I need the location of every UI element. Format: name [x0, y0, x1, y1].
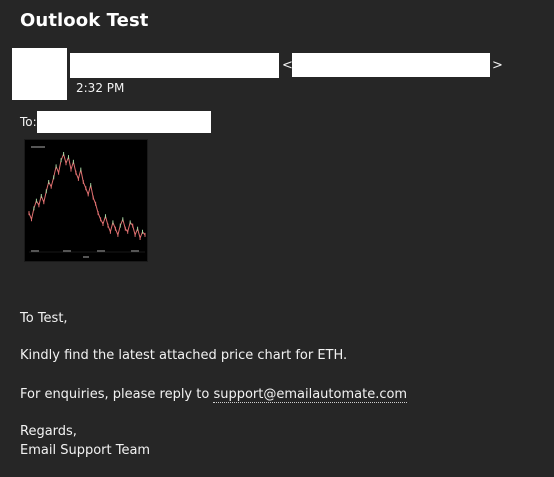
- email-body-line: Kindly find the latest attached price ch…: [20, 348, 348, 363]
- sender-email-open-bracket: <: [282, 58, 293, 73]
- sender-avatar: [12, 48, 67, 100]
- sender-email-close-bracket: >: [492, 58, 503, 73]
- email-subject: Outlook Test: [20, 10, 149, 31]
- price-chart: [28, 146, 146, 258]
- price-line: [28, 152, 146, 240]
- chart-axis-title: [83, 256, 89, 258]
- attached-chart-image[interactable]: [24, 139, 148, 262]
- chart-tick-label: [131, 250, 139, 252]
- sender-name-redacted[interactable]: [70, 53, 279, 78]
- chart-tick-label: [97, 250, 105, 252]
- sent-time: 2:32 PM: [76, 81, 125, 95]
- support-email-link[interactable]: support@emailautomate.com: [213, 387, 408, 403]
- email-signature: Email Support Team: [20, 443, 151, 458]
- recipient-redacted[interactable]: [37, 111, 211, 133]
- chart-tick-label: [31, 250, 39, 252]
- to-label: To:: [20, 115, 37, 129]
- email-greeting: To Test,: [20, 311, 68, 326]
- chart-legend-mark: [31, 146, 45, 148]
- email-enquiry-line: For enquiries, please reply to support@e…: [20, 387, 408, 403]
- email-regards: Regards,: [20, 424, 77, 439]
- enquiry-text: For enquiries, please reply to: [20, 387, 214, 402]
- sender-email-redacted[interactable]: [292, 53, 490, 77]
- chart-tick-label: [63, 250, 71, 252]
